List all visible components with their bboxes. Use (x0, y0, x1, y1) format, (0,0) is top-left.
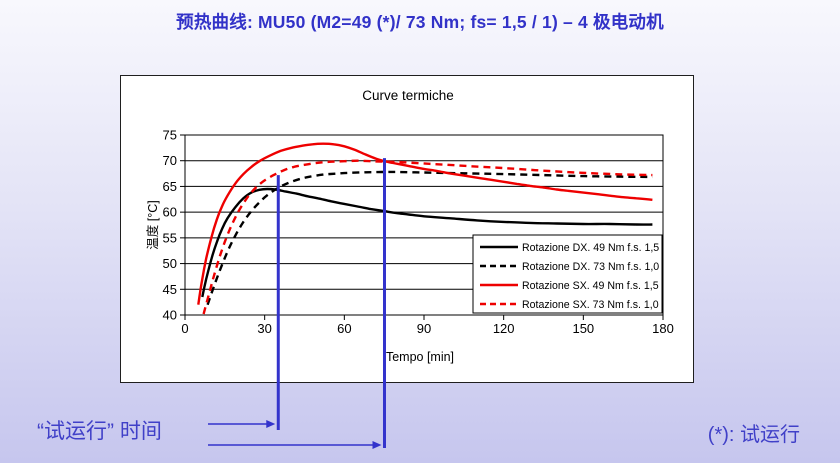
x-tick-label: 150 (572, 321, 594, 336)
y-axis-title: 温度 [°C] (145, 200, 160, 249)
y-tick-label: 40 (163, 308, 177, 323)
chart-title: Curve termiche (362, 88, 454, 103)
slide-title: 预热曲线: MU50 (M2=49 (*)/ 73 Nm; fs= 1,5 / … (176, 12, 664, 32)
footnote-label: (*): 试运行 (707, 424, 800, 446)
series-line-3 (202, 159, 653, 315)
series-line-2 (197, 142, 653, 305)
chart-frame: Curve termiche 40 45 50 55 60 65 70 75 0 30 60 90 120… (120, 75, 694, 383)
y-tick-label: 50 (163, 256, 177, 271)
test-run-arrow-head-1 (266, 420, 276, 428)
x-tick-label: 60 (337, 321, 351, 336)
x-tick-label: 0 (181, 321, 188, 336)
x-tick-label: 30 (257, 321, 271, 336)
y-tick-label: 45 (163, 282, 177, 297)
y-tick-label: 65 (163, 179, 177, 194)
series-line-0 (201, 187, 653, 298)
x-axis-title: Tempo [min] (386, 350, 454, 364)
series-line-1 (206, 170, 653, 306)
test-run-arrow-head-2 (372, 441, 382, 449)
legend-label-1: Rotazione DX. 73 Nm f.s. 1,0 (522, 261, 659, 273)
thermal-curves-chart: Curve termiche 40 45 50 55 60 65 70 75 0 30 60 90 120… (145, 88, 674, 364)
y-tick-label: 75 (163, 128, 177, 143)
x-tick-label: 180 (652, 321, 674, 336)
legend-label-3: Rotazione SX. 73 Nm f.s. 1,0 (522, 299, 659, 311)
x-tick-label: 90 (417, 321, 431, 336)
y-tick-label: 55 (163, 230, 177, 245)
x-tick-label: 120 (493, 321, 515, 336)
legend-label-0: Rotazione DX. 49 Nm f.s. 1,5 (522, 242, 659, 254)
y-tick-label: 70 (163, 153, 177, 168)
legend-label-2: Rotazione SX. 49 Nm f.s. 1,5 (522, 280, 659, 292)
y-tick-label: 60 (163, 205, 177, 220)
test-run-time-label: “试运行” 时间 (37, 420, 162, 443)
